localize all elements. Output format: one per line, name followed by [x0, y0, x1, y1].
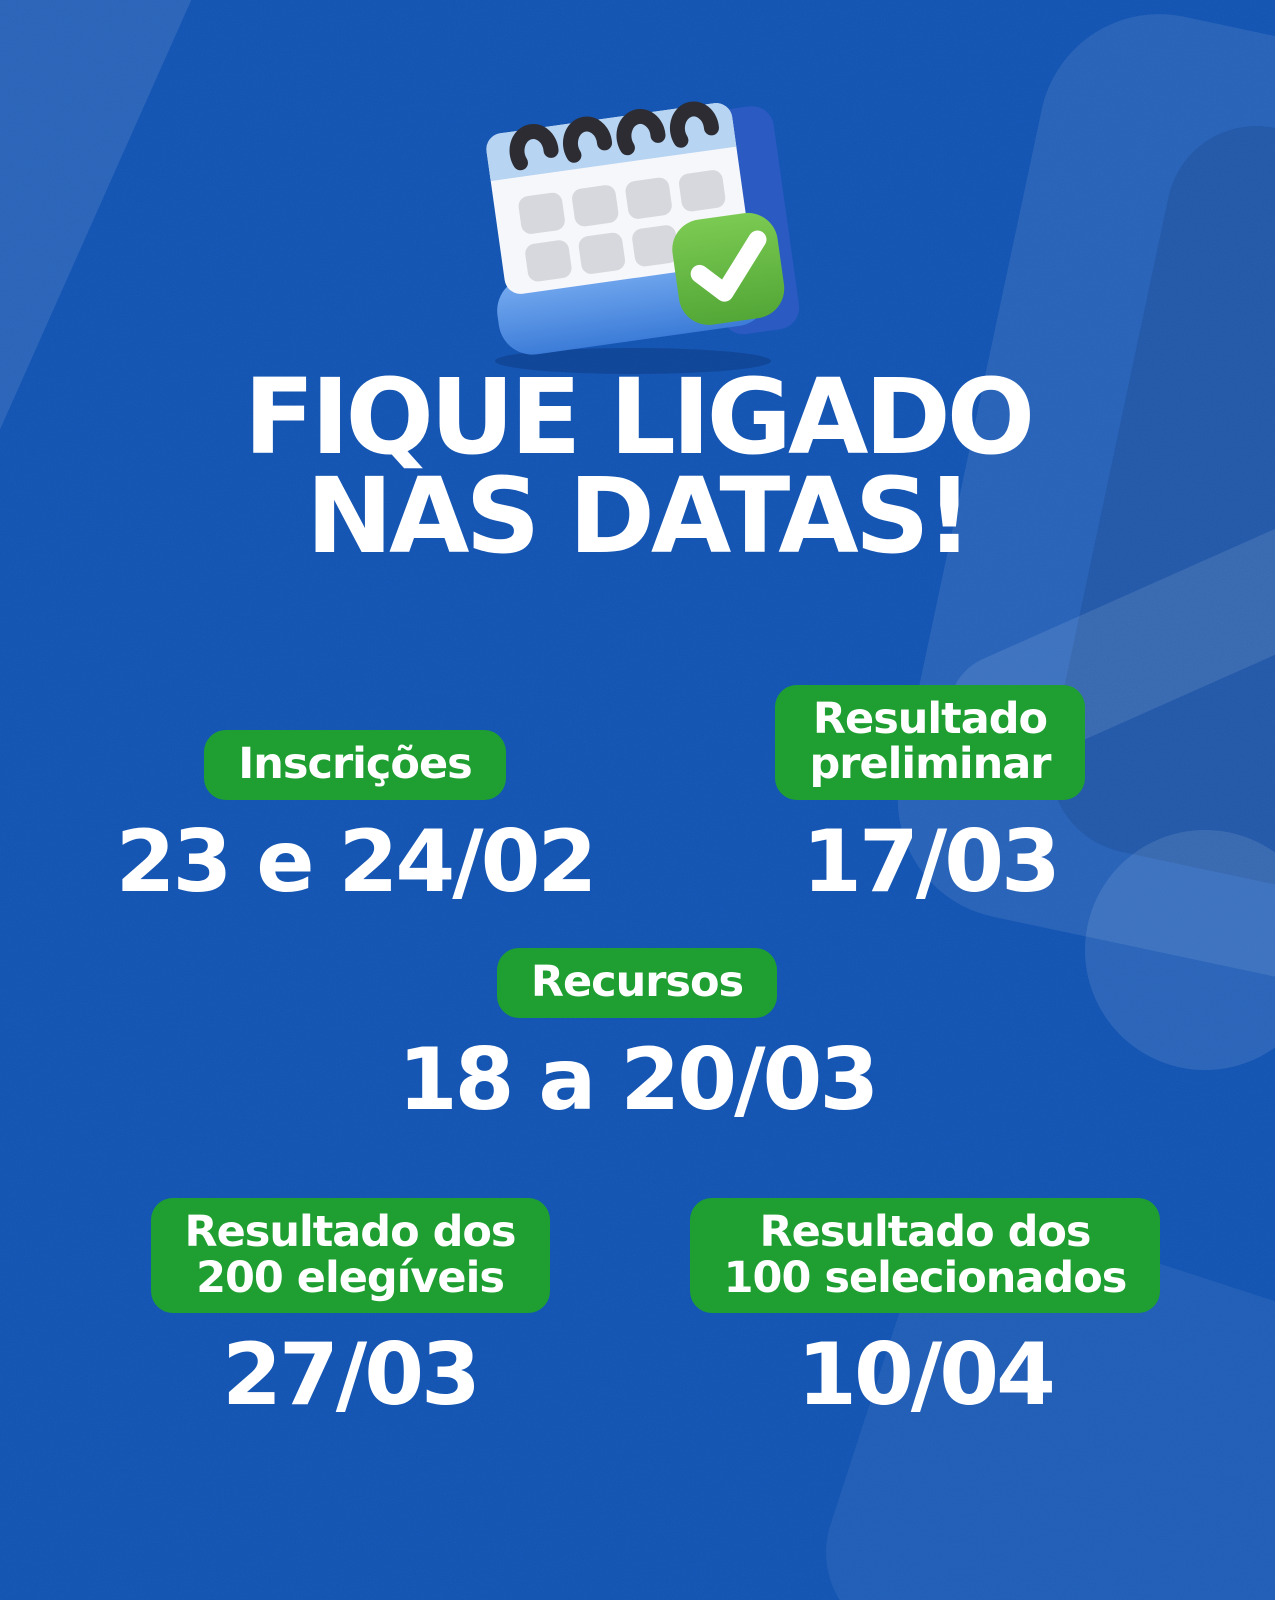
- calendar-check-icon: [486, 101, 800, 374]
- event-recursos: Recursos 18 a 20/03: [347, 948, 927, 1130]
- event-date-inscricoes: 23 e 24/02: [115, 812, 598, 912]
- background-stripe-top-left: [0, 0, 253, 723]
- poster-title: FIQUE LIGADO NAS DATAS!: [0, 356, 1275, 577]
- event-date-resultado-100-selecionados: 10/04: [797, 1325, 1056, 1426]
- title-line-2: NAS DATAS!: [305, 454, 973, 577]
- event-inscricoes: Inscrições 23 e 24/02: [95, 660, 615, 912]
- title-line-1: FIQUE LIGADO: [243, 356, 1035, 478]
- event-date-resultado-preliminar: 17/03: [802, 812, 1061, 912]
- event-badge-inscricoes: Inscrições: [204, 730, 506, 800]
- event-badge-resultado-200-elegiveis: Resultado dos 200 elegíveis: [150, 1198, 550, 1314]
- event-date-recursos: 18 a 20/03: [397, 1029, 879, 1130]
- event-badge-resultado-100-selecionados: Resultado dos 100 selecionados: [689, 1198, 1161, 1314]
- event-badge-resultado-preliminar: Resultado preliminar: [775, 684, 1085, 800]
- event-resultado-preliminar: Resultado preliminar 17/03: [690, 660, 1170, 912]
- event-badge-recursos: Recursos: [496, 948, 778, 1018]
- event-resultado-200-elegiveis: Resultado dos 200 elegíveis 27/03: [85, 1198, 615, 1425]
- event-resultado-100-selecionados: Resultado dos 100 selecionados 10/04: [660, 1198, 1190, 1425]
- event-date-resultado-200-elegiveis: 27/03: [222, 1325, 481, 1426]
